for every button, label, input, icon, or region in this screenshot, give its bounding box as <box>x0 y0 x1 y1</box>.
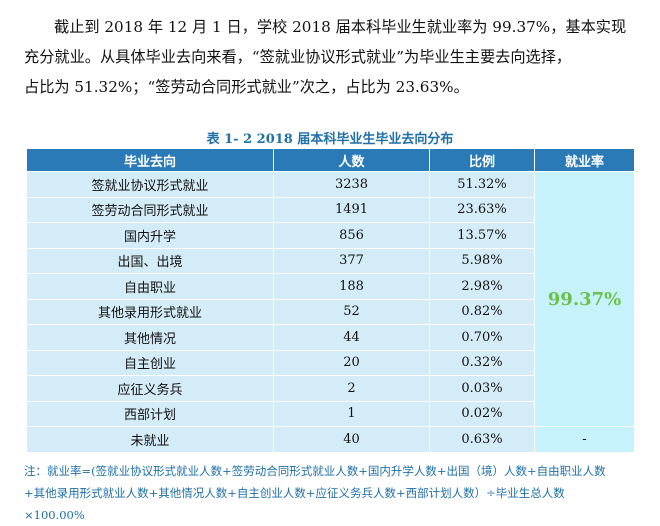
destination-cell: 未就业 <box>26 426 274 453</box>
header-employment-rate: 就业率 <box>534 148 635 172</box>
table-row: 其他录用形式就业 52 0.82% <box>26 298 635 325</box>
count-cell: 3238 <box>273 171 430 198</box>
ratio-cell: 0.32% <box>429 349 535 376</box>
count-cell: 2 <box>273 375 430 402</box>
table-row: 签就业协议形式就业 3238 51.32% 99.37% <box>26 171 635 427</box>
note-line-1: 注：就业率=(签就业协议形式就业人数+签劳动合同形式就业人数+国内升学人数+出国… <box>24 464 606 478</box>
count-cell: 40 <box>273 426 430 453</box>
destination-cell: 自主创业 <box>26 349 274 376</box>
header-count: 人数 <box>273 148 430 172</box>
paragraph-line-1: 截止到 2018 年 12 月 1 日，学校 2018 届本科毕业生就业率为 9… <box>54 18 627 36</box>
count-cell: 1491 <box>273 196 430 223</box>
table-row-unemployed: 未就业 40 0.63% - <box>26 426 635 453</box>
destination-cell: 应征义务兵 <box>26 375 274 402</box>
count-cell: 52 <box>273 298 430 325</box>
count-cell: 1 <box>273 400 430 427</box>
ratio-cell: 2.98% <box>429 273 535 300</box>
destination-cell: 签劳动合同形式就业 <box>26 196 274 223</box>
table-row: 国内升学 856 13.57% <box>26 222 635 249</box>
count-cell: 377 <box>273 247 430 274</box>
header-ratio: 比例 <box>429 148 535 172</box>
body-paragraph: 截止到 2018 年 12 月 1 日，学校 2018 届本科毕业生就业率为 9… <box>24 12 644 102</box>
destination-cell: 出国、出境 <box>26 247 274 274</box>
unemployed-rate-cell: - <box>534 426 635 453</box>
table-header-row: 毕业去向 人数 比例 就业率 <box>26 148 635 172</box>
note-line-3: ×100.00% <box>24 508 85 522</box>
table-row: 西部计划 1 0.02% <box>26 400 635 427</box>
ratio-cell: 0.03% <box>429 375 535 402</box>
ratio-cell: 51.32% <box>429 171 535 198</box>
destination-cell: 西部计划 <box>26 400 274 427</box>
ratio-cell: 5.98% <box>429 247 535 274</box>
header-destination: 毕业去向 <box>26 148 274 172</box>
table-row: 自主创业 20 0.32% <box>26 349 635 376</box>
destination-cell: 自由职业 <box>26 273 274 300</box>
paragraph-line-2: 充分就业。从具体毕业去向来看，“签就业协议形式就业”为毕业生主要去向选择， <box>24 48 572 66</box>
employment-rate-cell: 99.37% <box>534 171 635 427</box>
destination-table: 毕业去向 人数 比例 就业率 签就业协议形式就业 3238 51.32% 99.… <box>26 148 635 453</box>
ratio-cell: 0.70% <box>429 324 535 351</box>
table-row: 自由职业 188 2.98% <box>26 273 635 300</box>
count-cell: 20 <box>273 349 430 376</box>
destination-cell: 其他录用形式就业 <box>26 298 274 325</box>
ratio-cell: 0.02% <box>429 400 535 427</box>
ratio-cell: 0.82% <box>429 298 535 325</box>
count-cell: 188 <box>273 273 430 300</box>
table-row: 签劳动合同形式就业 1491 23.63% <box>26 196 635 223</box>
destination-cell: 其他情况 <box>26 324 274 351</box>
count-cell: 856 <box>273 222 430 249</box>
ratio-cell: 13.57% <box>429 222 535 249</box>
count-cell: 44 <box>273 324 430 351</box>
table-note: 注：就业率=(签就业协议形式就业人数+签劳动合同形式就业人数+国内升学人数+出国… <box>24 460 644 526</box>
paragraph-line-3: 占比为 51.32%；“签劳动合同形式就业”次之，占比为 23.63%。 <box>24 78 469 96</box>
table-caption: 表 1- 2 2018 届本科毕业生毕业去向分布 <box>206 132 454 147</box>
note-line-2: +其他录用形式就业人数+其他情况人数+自主创业人数+应征义务兵人数+西部计划人数… <box>24 486 565 500</box>
destination-cell: 国内升学 <box>26 222 274 249</box>
destination-cell: 签就业协议形式就业 <box>26 171 274 198</box>
ratio-cell: 23.63% <box>429 196 535 223</box>
table-row: 出国、出境 377 5.98% <box>26 247 635 274</box>
ratio-cell: 0.63% <box>429 426 535 453</box>
table-row: 应征义务兵 2 0.03% <box>26 375 635 402</box>
